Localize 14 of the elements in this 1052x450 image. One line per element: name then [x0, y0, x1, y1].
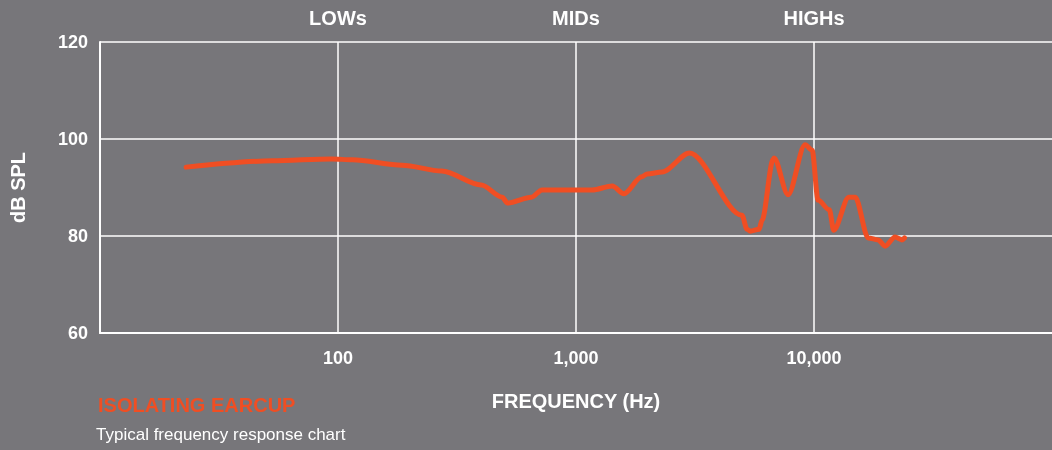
- x-tick-label: 100: [322, 348, 354, 368]
- y-tick-label: 60: [67, 323, 88, 343]
- text: MIDs: [552, 7, 600, 29]
- text: LOWs: [309, 7, 367, 29]
- text: HIGHs: [783, 7, 845, 29]
- y-tick-label: 120: [57, 32, 88, 52]
- y-tick-label: 80: [67, 226, 88, 246]
- x-tick-label: 1,000: [553, 348, 599, 368]
- x-tick-label: 10,000: [786, 348, 842, 368]
- text: ISOLATING EARCUP: [98, 394, 296, 416]
- y-tick-label: 100: [57, 129, 88, 149]
- text: Typical frequency response chart: [96, 425, 346, 444]
- y-axis-title: dB SPL: [7, 151, 29, 224]
- x-axis-title: FREQUENCY (Hz): [491, 390, 661, 412]
